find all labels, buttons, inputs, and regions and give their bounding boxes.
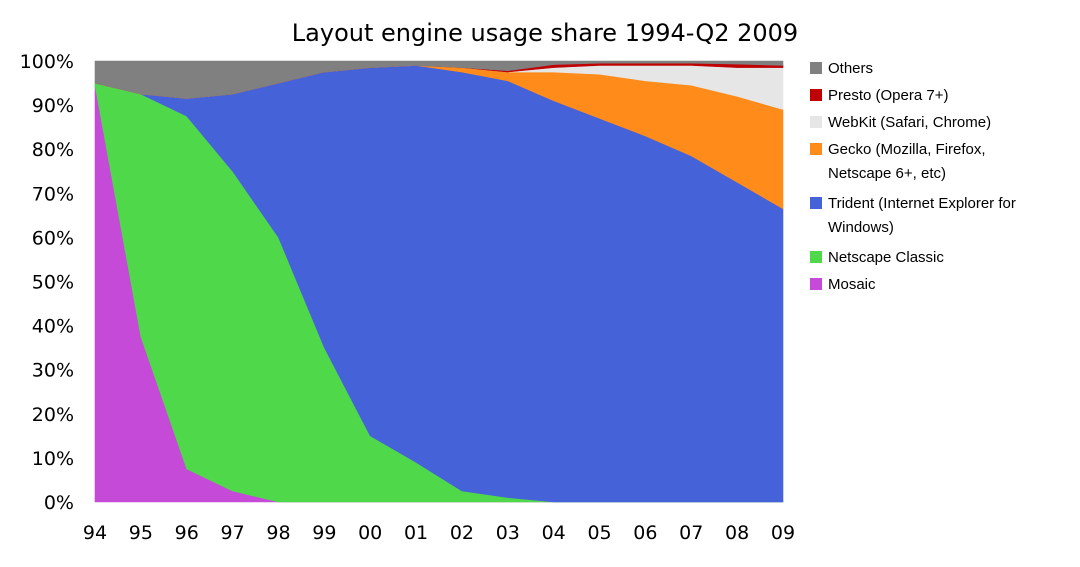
- legend-label: Netscape Classic: [828, 249, 944, 266]
- x-tick-label: 94: [83, 522, 107, 544]
- x-tick-label: 04: [542, 522, 566, 544]
- y-tick-label: 60%: [32, 227, 74, 249]
- legend-swatch: [810, 89, 822, 101]
- legend-label: Presto (Opera 7+): [828, 87, 948, 104]
- x-tick-label: 95: [129, 522, 153, 544]
- legend-label: WebKit (Safari, Chrome): [828, 114, 991, 131]
- x-tick-label: 01: [404, 522, 428, 544]
- legend-swatch: [810, 62, 822, 74]
- x-tick-label: 00: [358, 522, 382, 544]
- x-tick-label: 09: [771, 522, 795, 544]
- legend-item-others: Others: [810, 60, 873, 77]
- legend-label: Windows): [828, 219, 894, 236]
- legend-item-webkit-safari-chrome: WebKit (Safari, Chrome): [810, 114, 991, 131]
- legend: Others Presto (Opera 7+) WebKit (Safari, C…: [810, 60, 1016, 293]
- legend-item-gecko-mozilla-firefox-netscape-6-etc: Gecko (Mozilla, Firefox, Netscape 6+, etc…: [810, 141, 986, 182]
- x-tick-label: 99: [312, 522, 336, 544]
- legend-item-netscape-classic: Netscape Classic: [810, 249, 944, 266]
- legend-swatch: [810, 197, 822, 209]
- y-tick-label: 20%: [32, 404, 74, 426]
- y-tick-label: 0%: [44, 492, 74, 514]
- legend-swatch: [810, 278, 822, 290]
- y-tick-label: 10%: [32, 448, 74, 470]
- legend-label: Mosaic: [828, 276, 876, 293]
- y-tick-label: 70%: [32, 183, 74, 205]
- legend-item-mosaic: Mosaic: [810, 276, 876, 293]
- legend-swatch: [810, 116, 822, 128]
- legend-swatch: [810, 251, 822, 263]
- x-tick-label: 02: [450, 522, 474, 544]
- x-tick-label: 97: [221, 522, 245, 544]
- x-tick-label: 05: [587, 522, 611, 544]
- stacked-areas: [94, 60, 784, 503]
- legend-label: Gecko (Mozilla, Firefox,: [828, 141, 986, 158]
- x-tick-label: 06: [633, 522, 657, 544]
- y-axis-ticks: 0% 10% 20% 30% 40% 50% 60% 70% 80% 90% 100%: [20, 51, 74, 514]
- y-tick-label: 90%: [32, 95, 74, 117]
- legend-swatch: [810, 143, 822, 155]
- x-tick-label: 98: [266, 522, 290, 544]
- x-tick-label: 03: [496, 522, 520, 544]
- y-tick-label: 40%: [32, 316, 74, 338]
- y-tick-label: 50%: [32, 272, 74, 294]
- legend-label: Netscape 6+, etc): [828, 165, 946, 182]
- legend-item-trident-internet-explorer-for-windows: Trident (Internet Explorer for Windows): [810, 195, 1016, 236]
- x-axis-ticks: 94 95 96 97 98 99 00 01 02 03 04 05 06 07 08 09: [83, 522, 795, 544]
- legend-label: Others: [828, 60, 873, 77]
- x-tick-label: 07: [679, 522, 703, 544]
- y-tick-label: 100%: [20, 51, 74, 73]
- y-tick-label: 80%: [32, 139, 74, 161]
- area-others: [94, 60, 784, 99]
- y-tick-label: 30%: [32, 360, 74, 382]
- x-tick-label: 96: [175, 522, 199, 544]
- legend-label: Trident (Internet Explorer for: [828, 195, 1016, 212]
- legend-item-presto-opera-7: Presto (Opera 7+): [810, 87, 948, 104]
- x-tick-label: 08: [725, 522, 749, 544]
- chart-title: Layout engine usage share 1994-Q2 2009: [292, 19, 798, 47]
